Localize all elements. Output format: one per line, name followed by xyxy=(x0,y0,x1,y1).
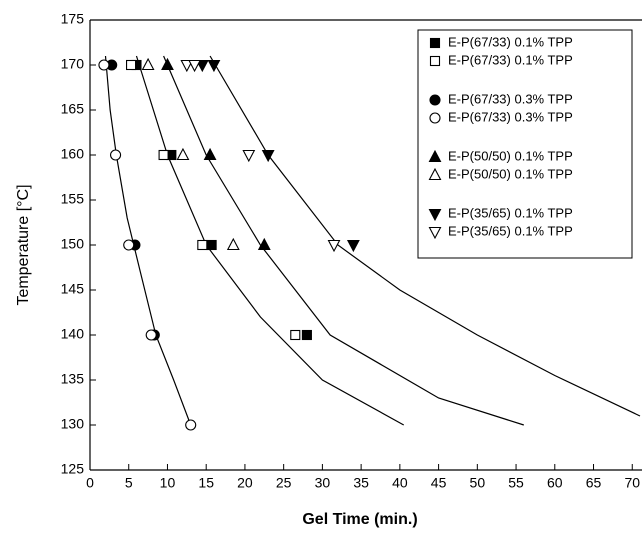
marker-triangle-up xyxy=(428,149,442,163)
marker-triangle-down xyxy=(195,59,209,73)
x-tick-label: 30 xyxy=(315,475,331,491)
plot-area xyxy=(98,55,641,431)
y-tick-label: 175 xyxy=(61,11,85,27)
marker-triangle-down xyxy=(207,59,221,73)
legend-label: E-P(35/65) 0.1% TPP xyxy=(448,205,573,220)
marker-circle xyxy=(123,239,135,251)
marker-triangle-up xyxy=(161,57,174,71)
legend-label: E-P(67/33) 0.1% TPP xyxy=(448,52,573,67)
marker-square xyxy=(206,239,217,251)
marker-square xyxy=(429,37,441,49)
marker-triangle-down xyxy=(261,149,275,163)
legend-label: E-P(50/50) 0.1% TPP xyxy=(448,148,573,163)
x-axis-label: Gel Time (min.) xyxy=(302,511,417,528)
x-tick-label: 50 xyxy=(470,475,486,491)
marker-triangle-up xyxy=(257,237,271,251)
marker-square xyxy=(301,329,312,341)
x-tick-label: 20 xyxy=(237,475,253,491)
legend-box xyxy=(417,29,633,259)
marker-circle xyxy=(145,329,157,341)
marker-triangle-up xyxy=(203,147,217,161)
y-tick-label: 160 xyxy=(61,146,85,162)
marker-square xyxy=(429,55,441,67)
x-tick-label: 0 xyxy=(86,475,94,491)
x-tick-label: 55 xyxy=(508,475,524,491)
marker-circle xyxy=(429,94,441,106)
marker-square xyxy=(126,59,137,71)
marker-circle xyxy=(98,59,110,71)
marker-triangle-down xyxy=(180,59,194,73)
legend-label: E-P(67/33) 0.3% TPP xyxy=(448,109,573,124)
marker-triangle-down xyxy=(346,239,360,253)
legend-label: E-P(35/65) 0.1% TPP xyxy=(448,223,573,238)
x-tick-label: 60 xyxy=(547,475,563,491)
y-tick-label: 165 xyxy=(61,101,85,117)
marker-triangle-down xyxy=(188,59,201,73)
x-tick-label: 65 xyxy=(586,475,602,491)
marker-square xyxy=(197,239,208,251)
x-tick-label: 5 xyxy=(125,475,133,491)
marker-triangle-down xyxy=(327,239,341,253)
fit-line xyxy=(104,55,192,426)
y-axis-label: Temperature [°C] xyxy=(15,184,32,305)
marker-circle xyxy=(185,419,197,431)
y-tick-label: 145 xyxy=(61,281,85,297)
marker-circle xyxy=(429,112,441,124)
y-tick-label: 155 xyxy=(61,191,85,207)
x-tick-label: 35 xyxy=(353,475,369,491)
y-tick-label: 130 xyxy=(61,416,85,432)
y-tick-label: 140 xyxy=(61,326,85,342)
marker-triangle-up xyxy=(428,167,442,181)
y-tick-label: 135 xyxy=(61,371,85,387)
y-tick-label: 150 xyxy=(61,236,85,252)
marker-square xyxy=(158,149,169,161)
x-tick-label: 45 xyxy=(431,475,447,491)
x-tick-label: 40 xyxy=(392,475,408,491)
marker-triangle-up xyxy=(176,147,190,161)
x-tick-label: 25 xyxy=(276,475,292,491)
x-tick-label: 10 xyxy=(160,475,176,491)
x-tick-label: 15 xyxy=(198,475,214,491)
y-tick-label: 125 xyxy=(61,461,85,477)
x-tick-label: 70 xyxy=(624,475,640,491)
legend-label: E-P(67/33) 0.1% TPP xyxy=(448,34,573,49)
marker-triangle-up xyxy=(141,57,155,71)
legend: E-P(67/33) 0.1% TPP E-P(67/33) 0.1% TPP E-… xyxy=(428,34,573,240)
marker-triangle-down xyxy=(428,208,442,222)
y-tick-label: 170 xyxy=(61,56,85,72)
marker-square xyxy=(290,329,301,341)
marker-triangle-up xyxy=(226,237,240,251)
marker-triangle-down xyxy=(242,149,256,163)
fit-line xyxy=(163,55,524,426)
legend-label: E-P(50/50) 0.1% TPP xyxy=(448,166,573,181)
marker-circle xyxy=(110,149,122,161)
fit-line xyxy=(135,55,405,426)
marker-triangle-down xyxy=(428,226,442,240)
legend-label: E-P(67/33) 0.3% TPP xyxy=(448,91,573,106)
